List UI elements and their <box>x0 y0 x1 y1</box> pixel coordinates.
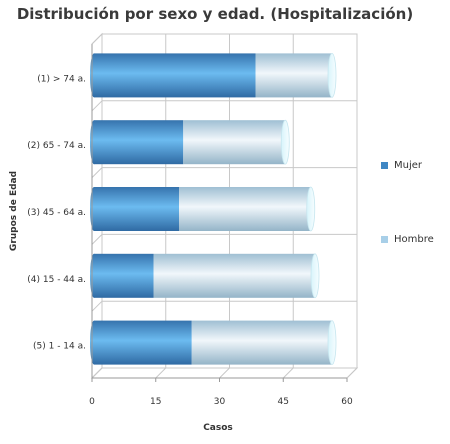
x-tick-label: 45 <box>278 397 289 407</box>
legend-label-mujer: Mujer <box>394 160 423 171</box>
bar-mujer[interactable] <box>94 253 154 298</box>
y-tick-label: (4) 15 - 44 a. <box>27 275 86 285</box>
bar-end-cap <box>327 53 337 98</box>
gridline-left-wall <box>91 33 103 45</box>
bar-end-cap <box>280 119 290 165</box>
bar-hombre[interactable] <box>153 253 316 298</box>
gridline-floor <box>346 367 358 379</box>
bar-mujer[interactable] <box>94 120 184 165</box>
bar-hombre[interactable] <box>183 120 286 165</box>
legend-item-mujer[interactable]: Mujer <box>381 160 422 172</box>
bar-hombre[interactable] <box>179 187 311 231</box>
gridline-left-wall <box>91 100 103 112</box>
legend-item-hombre[interactable]: Hombre <box>381 234 434 246</box>
gridline-left-wall <box>91 167 103 178</box>
legend-swatch-mujer <box>381 162 388 169</box>
chart-title: Distribución por sexo y edad. (Hospitali… <box>16 5 414 23</box>
legend-swatch-hombre <box>381 236 388 243</box>
x-tick-label: 0 <box>89 397 95 407</box>
bars <box>90 53 337 366</box>
y-tick-label: (3) 45 - 64 a. <box>27 208 86 218</box>
y-tick-label: (1) > 74 a. <box>37 74 86 84</box>
gridline-left-wall <box>91 300 103 312</box>
x-tick-label: 15 <box>150 397 161 407</box>
x-tick-label: 60 <box>341 397 353 407</box>
bar-mujer[interactable] <box>94 320 192 365</box>
gridline-left-wall <box>91 234 103 245</box>
y-tick-label: (5) 1 - 14 a. <box>33 342 86 352</box>
bar-hombre[interactable] <box>191 320 332 365</box>
bar-hombre[interactable] <box>255 53 333 98</box>
gridline-left-wall <box>91 367 103 379</box>
x-axis-title: Casos <box>203 423 233 433</box>
gridline-floor <box>155 367 167 379</box>
bar-end-cap <box>306 186 316 232</box>
y-axis-title: Grupos de Edad <box>9 171 19 251</box>
gridline-floor <box>282 367 294 379</box>
gridline-floor <box>219 367 230 379</box>
bar-mujer[interactable] <box>94 53 256 98</box>
x-tick-label: 30 <box>214 397 226 407</box>
bar-end-cap <box>327 320 337 366</box>
bar-end-cap <box>310 253 320 299</box>
bar-mujer[interactable] <box>94 187 179 231</box>
y-tick-label: (2) 65 - 74 a. <box>27 141 86 151</box>
legend-label-hombre: Hombre <box>394 234 434 245</box>
axes: (1) > 74 a. (2) 65 - 74 a. (3) 45 - 64 a. (… <box>27 44 353 407</box>
